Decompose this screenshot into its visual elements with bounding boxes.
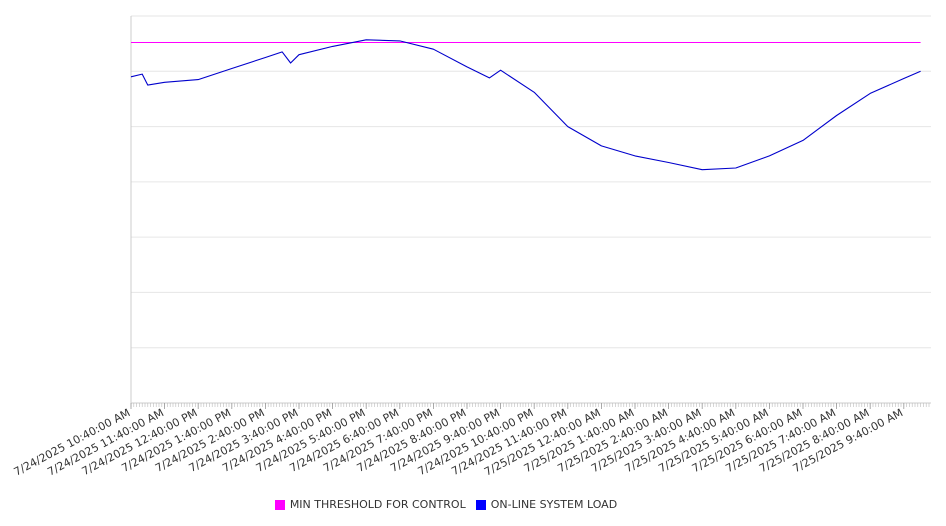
x-tick-labels: 7/24/2025 10:40:00 AM7/24/2025 11:40:00 … (12, 403, 905, 479)
legend-item-load[interactable]: ON-LINE SYSTEM LOAD (475, 498, 618, 511)
axes (130, 16, 931, 404)
legend-label-threshold: MIN THRESHOLD FOR CONTROL (289, 498, 466, 511)
legend: MIN THRESHOLD FOR CONTROL ON-LINE SYSTEM… (0, 498, 892, 511)
legend-label-load: ON-LINE SYSTEM LOAD (490, 498, 618, 511)
legend-item-threshold[interactable]: MIN THRESHOLD FOR CONTROL (274, 498, 466, 511)
legend-swatch-load (475, 499, 486, 510)
legend-swatch-threshold (274, 499, 285, 510)
x-minor-ticks (130, 403, 930, 407)
series-lines (130, 39, 921, 171)
series-line-load (130, 39, 921, 171)
grid-lines (131, 15, 931, 349)
